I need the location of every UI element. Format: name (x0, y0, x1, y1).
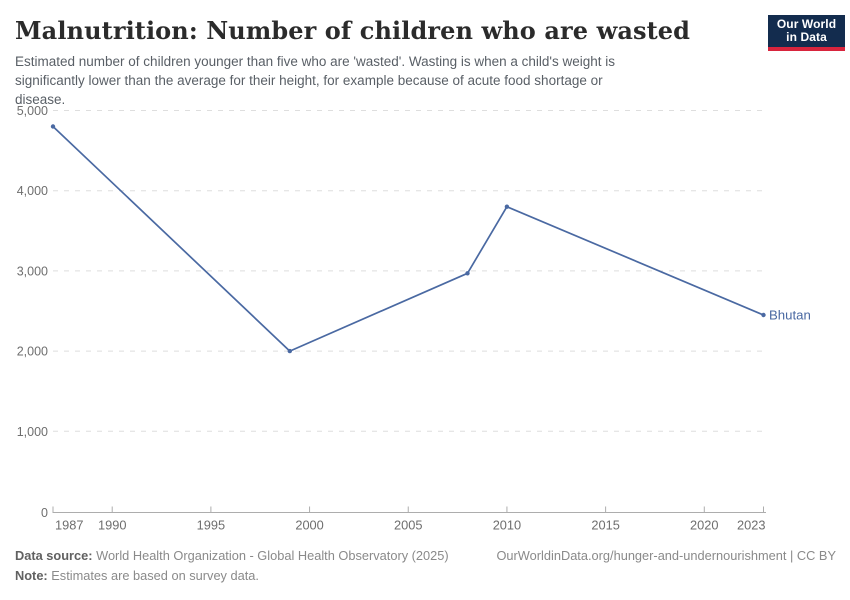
chart-subtitle: Estimated number of children younger tha… (15, 54, 616, 107)
y-axis-label-3000: 3,000 (17, 264, 48, 278)
x-axis-label-2023: 2023 (737, 518, 765, 533)
note-text: Estimates are based on survey data. (51, 567, 259, 583)
footer-link[interactable]: OurWorldinData.org/hunger-and-undernouri… (496, 548, 836, 563)
chart-title: Malnutrition: Number of children who are… (15, 16, 691, 45)
x-axis-label-1995: 1995 (197, 518, 225, 533)
x-axis-label-2010: 2010 (493, 518, 521, 533)
owid-logo-line2: in Data (786, 30, 827, 44)
x-axis-label-2020: 2020 (690, 518, 718, 533)
x-axis-label-2005: 2005 (394, 518, 422, 533)
data-source-line: Data source: World Health Organization -… (15, 546, 836, 566)
data-source-label: Data source: (15, 548, 93, 563)
y-axis-label-1000: 1,000 (17, 425, 48, 439)
y-axis-label-5000: 5,000 (17, 104, 48, 118)
x-axis-label-1990: 1990 (98, 518, 126, 533)
series-label-bhutan[interactable]: Bhutan (769, 308, 811, 323)
data-point-bhutan-2008[interactable] (465, 271, 470, 276)
owid-logo-line1: Our World (776, 16, 837, 31)
x-axis-label-2000: 2000 (295, 518, 323, 533)
y-axis-label-2000: 2,000 (17, 345, 48, 359)
x-axis-label-1987: 1987 (55, 518, 83, 533)
y-axis-label-4000: 4,000 (17, 184, 48, 198)
y-axis-label-0: 0 (41, 506, 48, 520)
data-point-bhutan-1987[interactable] (50, 124, 56, 129)
data-point-bhutan-2023[interactable] (761, 312, 766, 318)
chart-footer: Data source: World Health Organization -… (15, 546, 836, 585)
data-line-bhutan[interactable] (52, 125, 765, 352)
data-point-bhutan-1999[interactable] (287, 348, 292, 354)
data-source-text: World Health Organization - Global Healt… (96, 548, 449, 563)
note-label: Note: (15, 567, 48, 583)
note-line: Note: Estimates are based on survey data… (15, 566, 836, 586)
x-axis-label-2015: 2015 (591, 518, 619, 533)
owid-logo: Our World in Data (768, 15, 845, 51)
data-point-bhutan-2010[interactable] (504, 204, 510, 209)
